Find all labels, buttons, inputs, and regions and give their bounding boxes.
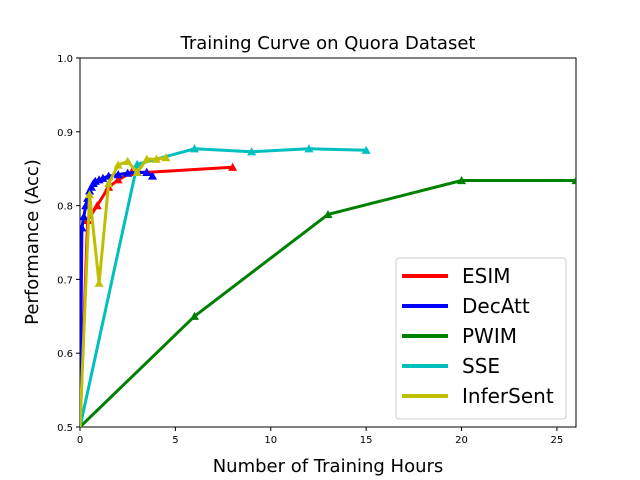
x-tick-label: 25 (551, 435, 564, 446)
x-tick-label: 20 (455, 435, 468, 446)
series-sse (80, 144, 371, 427)
data-point-sse (132, 159, 142, 168)
data-point-esim (92, 201, 102, 210)
series-pwim (80, 176, 576, 427)
x-tick-label: 10 (264, 435, 277, 446)
ticks-layer: 0 5 10 15 20 25 0.5 0.6 0.7 0.8 0.9 1.0 (57, 54, 563, 446)
legend-label-decatt: DecAtt (462, 294, 530, 318)
series-line-sse (80, 147, 367, 427)
data-point-pwim (571, 176, 576, 185)
legend-label-pwim: PWIM (462, 324, 517, 348)
y-tick-label: 0.5 (57, 423, 73, 434)
data-point-decatt (113, 170, 123, 179)
plot-frame (79, 57, 577, 428)
data-point-infersent (123, 156, 133, 165)
data-point-infersent (151, 154, 161, 163)
data-point-sse (361, 145, 371, 154)
data-point-infersent (94, 278, 104, 287)
data-point-pwim (189, 311, 199, 320)
y-tick-label: 0.7 (57, 275, 73, 286)
data-point-sse (189, 144, 199, 153)
y-tick-label: 0.6 (57, 349, 73, 360)
x-tick-label: 15 (360, 435, 373, 446)
legend-label-esim: ESIM (462, 264, 511, 288)
series-infersent (80, 153, 171, 427)
legend: ESIM DecAtt PWIM SSE InferSent (395, 257, 567, 420)
legend-frame (395, 257, 567, 420)
x-tick-label: 0 (77, 435, 83, 446)
data-point-infersent (113, 160, 123, 169)
series-decatt (80, 167, 157, 427)
x-tick-label: 5 (172, 435, 178, 446)
legend-label-infersent: InferSent (462, 384, 554, 408)
data-point-pwim (457, 176, 467, 185)
y-axis-label: Performance (Acc) (22, 159, 43, 325)
data-point-esim (228, 162, 238, 171)
data-point-infersent (104, 178, 114, 188)
y-tick-label: 1.0 (57, 54, 73, 65)
data-point-infersent (132, 167, 142, 176)
data-point-infersent (85, 190, 95, 199)
data-point-decatt (80, 212, 89, 221)
x-axis-label: Number of Training Hours (213, 456, 444, 477)
data-point-pwim (323, 209, 333, 219)
data-point-sse (247, 147, 257, 156)
y-tick-label: 0.8 (57, 202, 73, 213)
data-point-decatt (147, 171, 157, 180)
data-point-decatt (142, 167, 152, 176)
y-tick-label: 0.9 (57, 128, 73, 139)
data-point-decatt (98, 173, 108, 182)
data-point-esim (113, 175, 123, 184)
data-point-infersent (142, 154, 152, 163)
series-layer (80, 144, 576, 427)
chart-title: Training Curve on Quora Dataset (180, 33, 476, 54)
series-line-infersent (80, 156, 167, 427)
data-point-infersent (161, 153, 171, 162)
data-point-decatt (80, 223, 87, 232)
legend-label-sse: SSE (462, 354, 500, 378)
data-point-decatt (123, 168, 133, 177)
data-point-sse (304, 144, 314, 153)
